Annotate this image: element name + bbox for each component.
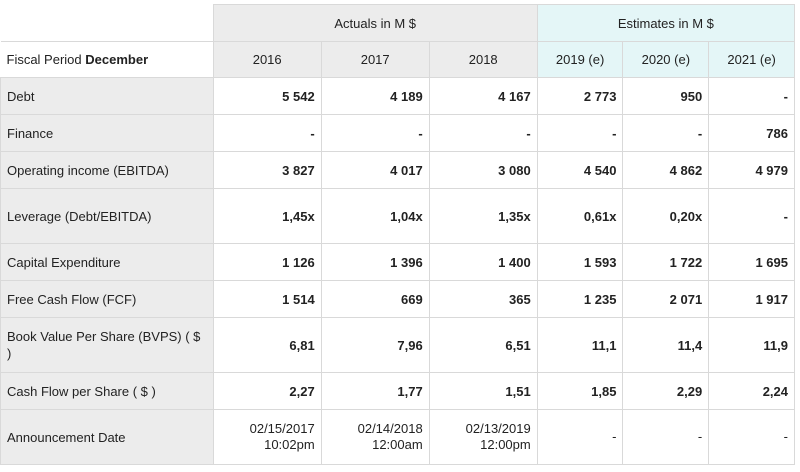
group-header-row: Actuals in M $ Estimates in M $ bbox=[0, 4, 796, 42]
row-label: Book Value Per Share (BVPS) ( $ ) bbox=[0, 317, 214, 373]
announcement-date: 02/13/2019 bbox=[465, 421, 531, 436]
year-header-2020e: 2020 (e) bbox=[622, 41, 710, 78]
table-cell: 6,51 bbox=[428, 317, 538, 373]
table-cell: 0,20x bbox=[622, 188, 710, 244]
table-row-leverage: Leverage (Debt/EBITDA) 1,45x 1,04x 1,35x… bbox=[0, 188, 795, 244]
table-cell: - bbox=[212, 114, 322, 152]
header-blank-cell bbox=[0, 4, 214, 42]
table-cell: 1 396 bbox=[320, 243, 430, 281]
announcement-time: 10:02pm bbox=[264, 437, 315, 452]
row-label: Cash Flow per Share ( $ ) bbox=[0, 372, 214, 410]
estimates-group-header: Estimates in M $ bbox=[536, 4, 796, 42]
table-cell: 2,24 bbox=[708, 372, 795, 410]
table-cell: 11,1 bbox=[536, 317, 624, 373]
table-cell: 5 542 bbox=[212, 77, 322, 115]
table-cell: 1,77 bbox=[320, 372, 430, 410]
table-cell: - bbox=[708, 77, 795, 115]
table-cell: 1,85 bbox=[536, 372, 624, 410]
table-cell: 1 514 bbox=[212, 280, 322, 318]
table-cell: 1 400 bbox=[428, 243, 538, 281]
table-cell: 1 917 bbox=[708, 280, 795, 318]
announcement-cell: - bbox=[622, 409, 710, 465]
announcement-date: - bbox=[697, 429, 703, 444]
table-cell: - bbox=[428, 114, 538, 152]
table-cell: 1 695 bbox=[708, 243, 795, 281]
table-cell: 4 017 bbox=[320, 151, 430, 189]
table-cell: 4 189 bbox=[320, 77, 430, 115]
row-label: Operating income (EBITDA) bbox=[0, 151, 214, 189]
year-header-2017: 2017 bbox=[320, 41, 430, 78]
table-cell: 11,4 bbox=[622, 317, 710, 373]
table-cell: 1,45x bbox=[212, 188, 322, 244]
row-label: Free Cash Flow (FCF) bbox=[0, 280, 214, 318]
table-cell: 1,35x bbox=[428, 188, 538, 244]
table-cell: 786 bbox=[708, 114, 795, 152]
year-header-2019e: 2019 (e) bbox=[536, 41, 624, 78]
table-row-debt: Debt 5 542 4 189 4 167 2 773 950 - bbox=[0, 77, 795, 115]
row-label: Announcement Date bbox=[0, 409, 214, 465]
announcement-cell: - bbox=[708, 409, 795, 465]
table-row-announcement: Announcement Date 02/15/2017 10:02pm 02/1… bbox=[0, 409, 795, 465]
table-cell: - bbox=[708, 188, 795, 244]
table-cell: 1 593 bbox=[536, 243, 624, 281]
announcement-date: - bbox=[783, 429, 788, 444]
table-row-ebitda: Operating income (EBITDA) 3 827 4 017 3 … bbox=[0, 151, 795, 189]
table-cell: 1 235 bbox=[536, 280, 624, 318]
announcement-cell: 02/13/2019 12:00pm bbox=[428, 409, 538, 465]
announcement-time: 12:00am bbox=[372, 437, 423, 452]
table-cell: 365 bbox=[428, 280, 538, 318]
table-cell: 2 773 bbox=[536, 77, 624, 115]
table-cell: 1 126 bbox=[212, 243, 322, 281]
row-label: Debt bbox=[0, 77, 214, 115]
year-header-2016: 2016 bbox=[212, 41, 322, 78]
table-cell: 1,51 bbox=[428, 372, 538, 410]
table-cell: - bbox=[536, 114, 624, 152]
fiscal-period-prefix: Fiscal Period bbox=[6, 52, 82, 67]
fiscal-period-label: Fiscal Period December bbox=[0, 41, 214, 78]
table-cell: 3 080 bbox=[428, 151, 538, 189]
table-cell: - bbox=[622, 114, 710, 152]
announcement-time: 12:00pm bbox=[480, 437, 531, 452]
announcement-date: 02/14/2018 bbox=[357, 421, 423, 436]
row-label: Leverage (Debt/EBITDA) bbox=[0, 188, 214, 244]
announcement-cell: - bbox=[536, 409, 624, 465]
table-cell: 2,29 bbox=[622, 372, 710, 410]
year-header-2021e: 2021 (e) bbox=[708, 41, 795, 78]
table-cell: 1,04x bbox=[320, 188, 430, 244]
announcement-date: - bbox=[612, 429, 617, 444]
table-cell: 7,96 bbox=[320, 317, 430, 373]
table-cell: 0,61x bbox=[536, 188, 624, 244]
table-cell: 2,27 bbox=[212, 372, 322, 410]
table-row-fcf: Free Cash Flow (FCF) 1 514 669 365 1 235… bbox=[0, 280, 795, 318]
table-cell: 669 bbox=[320, 280, 430, 318]
row-label: Capital Expenditure bbox=[0, 243, 214, 281]
row-label: Finance bbox=[0, 114, 214, 152]
table-cell: 3 827 bbox=[212, 151, 322, 189]
table-row-capex: Capital Expenditure 1 126 1 396 1 400 1 … bbox=[0, 243, 795, 281]
actuals-group-header: Actuals in M $ bbox=[212, 4, 538, 42]
announcement-cell: 02/14/2018 12:00am bbox=[320, 409, 430, 465]
table-cell: 4 979 bbox=[708, 151, 795, 189]
table-row-finance: Finance - - - - - 786 bbox=[0, 114, 795, 152]
table-cell: 6,81 bbox=[212, 317, 322, 373]
announcement-date: 02/15/2017 bbox=[249, 421, 315, 436]
table-cell: 4 862 bbox=[622, 151, 710, 189]
table-cell: 4 540 bbox=[536, 151, 624, 189]
table-cell: 2 071 bbox=[622, 280, 710, 318]
table-cell: 1 722 bbox=[622, 243, 710, 281]
table-cell: 950 bbox=[622, 77, 710, 115]
year-header-row: Fiscal Period December 2016 2017 2018 20… bbox=[0, 41, 795, 78]
table-row-bvps: Book Value Per Share (BVPS) ( $ ) 6,81 7… bbox=[0, 317, 795, 373]
fiscal-period-month: December bbox=[85, 52, 149, 67]
financials-table: Actuals in M $ Estimates in M $ Fiscal P… bbox=[0, 4, 796, 465]
table-cell: 4 167 bbox=[428, 77, 538, 115]
announcement-cell: 02/15/2017 10:02pm bbox=[212, 409, 322, 465]
year-header-2018: 2018 bbox=[428, 41, 538, 78]
table-cell: - bbox=[320, 114, 430, 152]
table-row-cfps: Cash Flow per Share ( $ ) 2,27 1,77 1,51… bbox=[0, 372, 795, 410]
table-cell: 11,9 bbox=[708, 317, 795, 373]
